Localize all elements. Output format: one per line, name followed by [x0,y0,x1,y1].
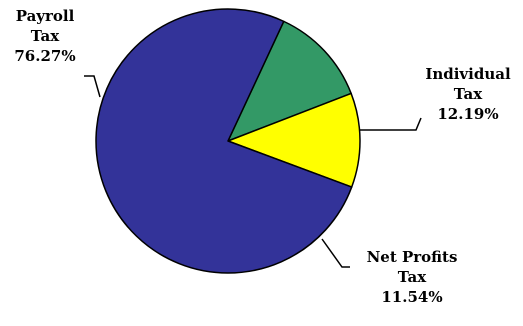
slice-percent-label: 11.54% [381,288,442,306]
slice-name-line: Payroll [16,7,75,25]
slice-percent-label: 12.19% [437,105,498,123]
slice-name-line: Tax [31,27,60,45]
leader-line-payroll-tax [84,75,101,98]
slice-name-line: Net Profits [367,248,458,266]
pie-slice-payroll-tax [95,8,353,274]
pie-slices [95,8,361,274]
slice-labels: Individual Tax 12.19% Net Profits Tax 11.54% P… [14,7,511,306]
slice-label-individual-tax: Individual Tax 12.19% [425,65,511,123]
pie-slice-net-profits-tax [227,92,361,188]
slice-percent-label: 76.27% [14,47,75,65]
pie-slice-individual-tax [227,20,352,142]
slice-name-line: Individual [425,65,511,83]
leader-lines [84,75,422,268]
leader-line-net-profits-tax [321,238,350,268]
slice-name-line: Tax [454,85,483,103]
slice-label-net-profits-tax: Net Profits Tax 11.54% [367,248,458,306]
slice-label-payroll-tax: Payroll Tax 76.27% [14,7,75,65]
slice-name-line: Tax [398,268,427,286]
leader-line-individual-tax [360,117,422,131]
